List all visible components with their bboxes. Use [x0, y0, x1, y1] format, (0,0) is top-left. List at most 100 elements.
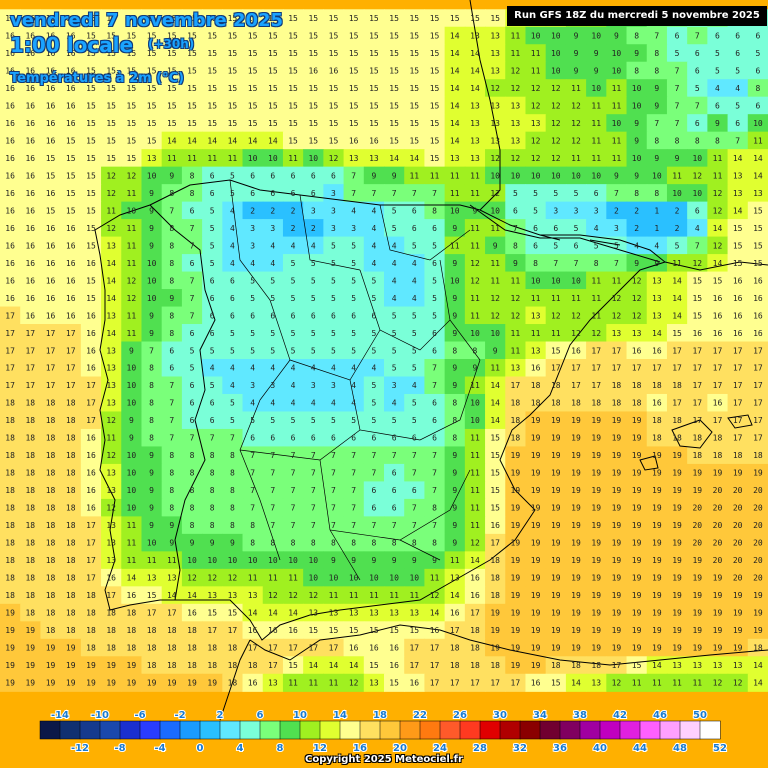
grid-value: 17: [86, 399, 96, 408]
field-cell: [424, 219, 446, 238]
field-cell: [646, 166, 668, 185]
grid-value: 16: [409, 679, 419, 688]
grid-value: 9: [392, 556, 397, 565]
grid-value: 6: [351, 311, 356, 320]
field-cell: [747, 306, 768, 325]
grid-value: 12: [632, 276, 642, 285]
field-cell: [161, 26, 183, 45]
grid-value: 5: [715, 49, 720, 58]
grid-value: 8: [149, 381, 154, 390]
grid-value: 5: [311, 416, 316, 425]
field-cell: [40, 61, 62, 80]
legend-swatch: [299, 720, 321, 740]
field-cell: [464, 236, 486, 255]
field-cell: [181, 254, 203, 273]
grid-value: 20: [753, 521, 763, 530]
field-cell: [485, 149, 506, 168]
grid-value: 20: [713, 521, 723, 530]
field-cell: [242, 26, 264, 45]
grid-value: 19: [551, 574, 561, 583]
field-cell: [181, 9, 203, 28]
grid-value: 10: [127, 486, 137, 495]
grid-value: 19: [490, 626, 500, 635]
grid-value: 17: [46, 329, 56, 338]
grid-value: 16: [733, 276, 743, 285]
field-cell: [606, 114, 628, 133]
grid-value: 18: [490, 574, 500, 583]
field-cell: [384, 26, 405, 45]
field-cell: [404, 184, 426, 203]
field-cell: [40, 236, 62, 255]
field-cell: [20, 61, 42, 80]
grid-value: 17: [66, 329, 76, 338]
field-cell: [101, 61, 122, 80]
grid-value: 19: [531, 504, 541, 513]
grid-value: 15: [268, 84, 278, 93]
grid-value: 6: [190, 259, 195, 268]
field-cell: [202, 219, 223, 238]
grid-value: 5: [392, 416, 397, 425]
grid-value: 19: [511, 486, 521, 495]
field-cell: [282, 114, 304, 133]
field-cell: [20, 44, 42, 63]
grid-value: 15: [106, 101, 116, 110]
field-cell: [626, 44, 648, 63]
grid-value: 19: [652, 539, 662, 548]
field-cell: [141, 289, 163, 308]
grid-value: 5: [311, 294, 316, 303]
grid-value: 17: [46, 364, 56, 373]
field-cell: [242, 96, 264, 115]
grid-value: 5: [735, 66, 740, 75]
field-cell: [565, 324, 587, 343]
field-cell: [181, 96, 203, 115]
field-cell: [262, 114, 284, 133]
grid-value: 18: [86, 591, 96, 600]
field-cell: [141, 96, 163, 115]
grid-value: 11: [167, 556, 177, 565]
grid-value: 18: [106, 644, 116, 653]
grid-value: 19: [692, 644, 702, 653]
grid-value: 1: [654, 206, 659, 215]
field-cell: [666, 219, 688, 238]
grid-value: 5: [594, 241, 599, 250]
grid-value: 12: [612, 294, 622, 303]
grid-value: 20: [692, 539, 702, 548]
field-cell: [161, 166, 183, 185]
grid-value: 6: [755, 31, 760, 40]
field-cell: [363, 9, 385, 28]
grid-value: 13: [531, 119, 541, 128]
grid-value: 15: [349, 14, 359, 23]
grid-value: 15: [308, 49, 318, 58]
grid-value: 19: [612, 539, 622, 548]
grid-value: 6: [291, 171, 296, 180]
field-cell: [121, 324, 143, 343]
grid-value: 16: [652, 346, 662, 355]
grid-value: 7: [574, 259, 579, 268]
grid-value: 19: [106, 661, 116, 670]
field-cell: [545, 236, 567, 255]
grid-value: 7: [614, 259, 619, 268]
field-cell: [485, 61, 506, 80]
field-cell: [242, 201, 264, 220]
grid-value: 12: [470, 259, 480, 268]
grid-value: 17: [86, 574, 96, 583]
grid-value: 16: [25, 311, 35, 320]
field-cell: [262, 376, 284, 395]
grid-value: 19: [25, 679, 35, 688]
field-cell: [101, 166, 122, 185]
grid-value: 8: [250, 539, 255, 548]
field-cell: [121, 306, 143, 325]
grid-value: 18: [25, 416, 35, 425]
grid-value: 6: [675, 31, 680, 40]
grid-value: 19: [86, 661, 96, 670]
grid-value: 17: [713, 381, 723, 390]
grid-value: 9: [452, 224, 457, 233]
grid-value: 8: [169, 311, 174, 320]
grid-value: 16: [5, 224, 15, 233]
grid-value: 19: [652, 609, 662, 618]
field-cell: [20, 236, 42, 255]
field-cell: [161, 114, 183, 133]
grid-value: 6: [311, 189, 316, 198]
grid-value: 7: [250, 504, 255, 513]
grid-value: 16: [86, 469, 96, 478]
